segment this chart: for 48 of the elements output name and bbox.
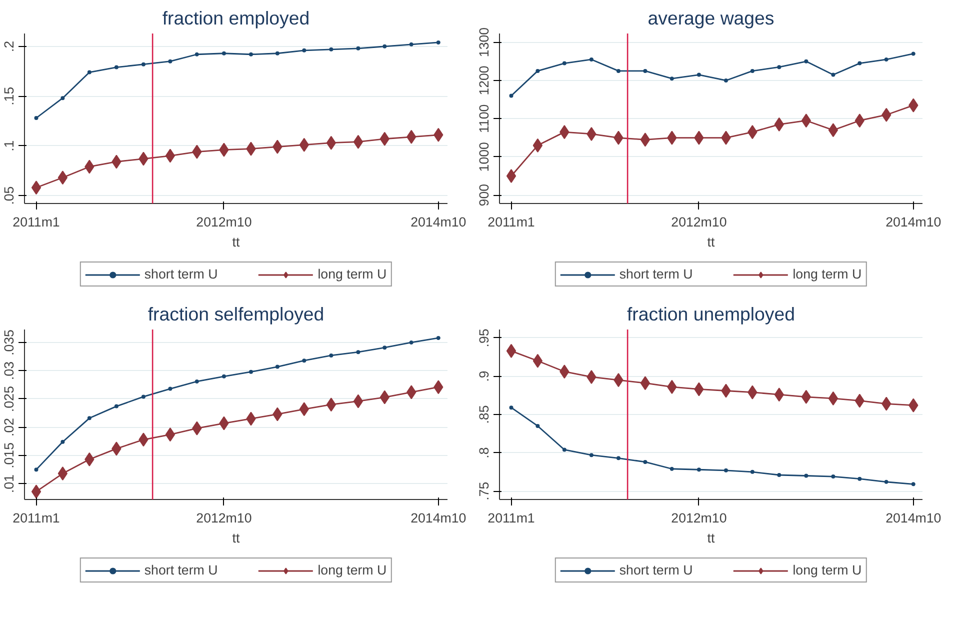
legend-label: long term U — [318, 266, 387, 282]
x-tick-label: 2014m10 — [886, 510, 942, 526]
legend-label: long term U — [318, 562, 387, 578]
y-tick-label: .2 — [2, 40, 16, 52]
y-tick-label: .8 — [476, 447, 492, 458]
y-tick-label: .9 — [476, 370, 492, 382]
x-tick-label: 2014m10 — [410, 214, 466, 230]
y-tick-label: .015 — [2, 442, 16, 468]
legend-label: long term U — [792, 266, 862, 282]
y-tick-label: .05 — [2, 186, 16, 205]
y-tick-label: .025 — [2, 386, 16, 412]
x-axis-title: tt — [707, 234, 715, 250]
y-tick-label: 1000 — [476, 142, 492, 172]
y-tick-label: .02 — [2, 418, 16, 436]
x-axis-title: tt — [232, 234, 240, 250]
x-tick-label: 2011m1 — [12, 510, 60, 526]
y-tick-label: 1200 — [476, 66, 492, 96]
x-tick-label: 2011m1 — [12, 214, 60, 230]
x-tick-label: 2014m10 — [886, 214, 942, 230]
chart-title: average wages — [648, 8, 774, 28]
y-tick-label: .035 — [2, 330, 16, 356]
x-tick-label: 2012m10 — [671, 214, 727, 230]
legend-label: short term U — [144, 562, 218, 578]
y-tick-label: .75 — [476, 482, 492, 500]
x-axis-title: tt — [707, 530, 715, 546]
x-axis-title: tt — [232, 530, 240, 546]
x-tick-label: 2011m1 — [488, 510, 535, 526]
y-tick-label: .03 — [2, 361, 16, 380]
legend-label: short term U — [144, 266, 218, 282]
y-tick-label: .1 — [2, 140, 16, 152]
y-tick-label: 1300 — [476, 27, 492, 58]
chart-title: fraction selfemployed — [148, 304, 324, 324]
legend-label: long term U — [792, 562, 862, 578]
x-tick-label: 2011m1 — [488, 214, 535, 230]
y-tick-label: 900 — [476, 184, 492, 206]
x-tick-label: 2012m10 — [196, 510, 252, 526]
chart-title: fraction unemployed — [626, 304, 796, 324]
legend-label: short term U — [619, 266, 693, 282]
y-tick-label: .15 — [2, 86, 16, 106]
chart-title: fraction employed — [162, 8, 310, 28]
y-tick-label: .95 — [476, 328, 492, 348]
x-tick-label: 2012m10 — [671, 510, 727, 526]
x-tick-label: 2012m10 — [196, 214, 252, 230]
y-tick-label: .85 — [476, 405, 492, 424]
y-tick-label: .01 — [2, 474, 16, 493]
y-tick-label: 1100 — [476, 104, 492, 134]
legend-label: short term U — [619, 562, 693, 578]
x-tick-label: 2014m10 — [410, 510, 466, 526]
